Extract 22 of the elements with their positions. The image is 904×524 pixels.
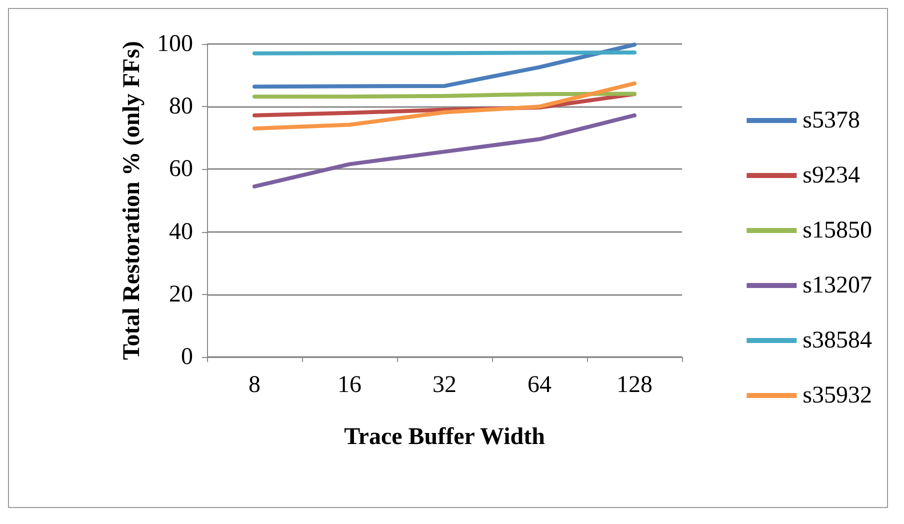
legend-label: s9234 [802, 162, 860, 188]
legend-label: s13207 [802, 272, 872, 298]
y-tick-label: 100 [157, 31, 193, 57]
line-series [252, 81, 636, 131]
x-axis-title: Trace Buffer Width [344, 424, 545, 450]
legend-label: s38584 [802, 328, 872, 354]
y-tick-label: 40 [169, 218, 193, 245]
x-tick-label: 16 [338, 372, 362, 398]
line-series [252, 113, 636, 188]
x-tick-label: 32 [432, 372, 456, 398]
line-series [252, 42, 636, 89]
x-tick-label: 8 [248, 372, 260, 398]
x-tick-label: 128 [616, 372, 652, 398]
y-tick-label: 0 [181, 344, 193, 370]
y-tick-label: 60 [169, 156, 193, 182]
y-tick-label: 20 [169, 281, 193, 308]
legend-label: s5378 [802, 108, 860, 134]
legend-label: s15850 [802, 218, 872, 244]
x-tick-label: 64 [528, 372, 552, 398]
y-axis-title: Total Restoration % (only FFs) [119, 40, 146, 360]
y-tick-label: 80 [169, 94, 193, 120]
legend-label: s35932 [802, 382, 872, 408]
